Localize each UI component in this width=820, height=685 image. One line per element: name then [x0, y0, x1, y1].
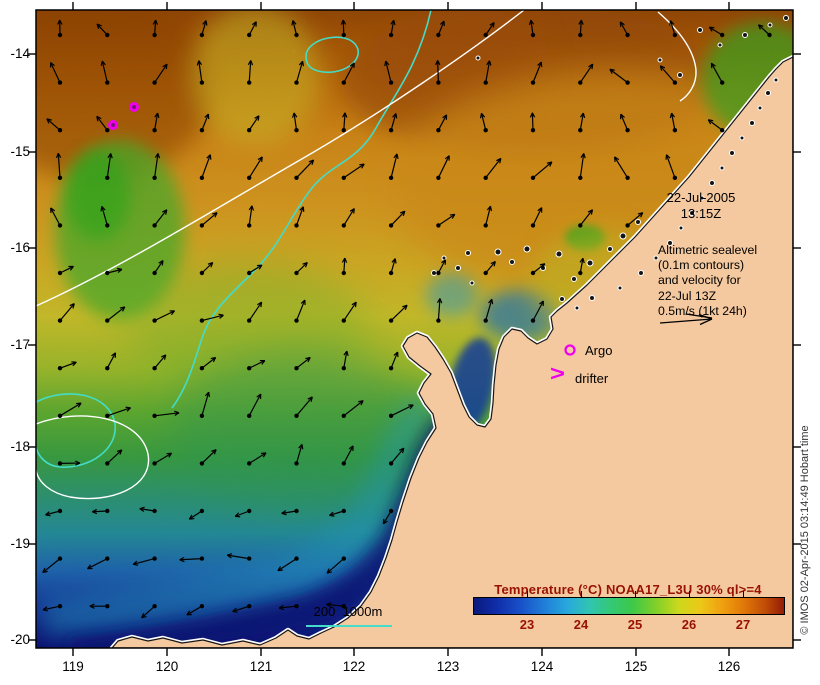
longitude-label: 125	[614, 660, 658, 674]
latitude-label: -19	[2, 537, 30, 551]
colorbar-tick-label: 27	[728, 617, 758, 632]
altimetric-note: Altimetric sealevel (0.1m contours) and …	[658, 243, 790, 319]
copyright-text: © IMOS 02-Apr-2015 03:14:49 Hobart time	[799, 390, 813, 670]
datetime-date: 22-Jul-2005	[651, 190, 751, 205]
altimetric-note-line: 0.5m/s (1kt 24h)	[658, 304, 790, 319]
colorbar-tick	[743, 591, 744, 597]
colorbar-tick	[635, 591, 636, 597]
colorbar-tick-label: 23	[512, 617, 542, 632]
longitude-label: 119	[51, 660, 95, 674]
colorbar-tick	[689, 591, 690, 597]
bathymetry-scale-label: 200 1000m	[300, 604, 396, 619]
latitude-label: -16	[2, 241, 30, 255]
datetime-time: 13:15Z	[651, 206, 751, 221]
drifter-legend-label: drifter	[575, 371, 608, 386]
colorbar-title: Temperature (°C) NOAA17_L3U 30% ql>=4	[440, 582, 816, 597]
longitude-label: 126	[707, 660, 751, 674]
colorbar-tick	[527, 591, 528, 597]
colorbar-tick-label: 24	[566, 617, 596, 632]
colorbar	[473, 597, 785, 615]
latitude-label: -15	[2, 145, 30, 159]
colorbar-tick	[581, 591, 582, 597]
colorbar-tick-label: 26	[674, 617, 704, 632]
latitude-label: -18	[2, 440, 30, 454]
longitude-label: 122	[332, 660, 376, 674]
altimetric-note-line: (0.1m contours)	[658, 258, 790, 273]
longitude-label: 120	[145, 660, 189, 674]
argo-legend-label: Argo	[585, 343, 612, 358]
drifter-legend-marker: >	[550, 366, 565, 384]
colorbar-tick-label: 25	[620, 617, 650, 632]
latitude-label: -17	[2, 338, 30, 352]
latitude-label: -20	[2, 633, 30, 647]
longitude-label: 124	[520, 660, 564, 674]
latitude-label: -14	[2, 47, 30, 61]
altimetric-note-line: Altimetric sealevel	[658, 243, 790, 258]
altimetric-note-line: 22-Jul 13Z	[658, 289, 790, 304]
longitude-label: 123	[426, 660, 470, 674]
altimetric-note-line: and velocity for	[658, 273, 790, 288]
longitude-label: 121	[239, 660, 283, 674]
